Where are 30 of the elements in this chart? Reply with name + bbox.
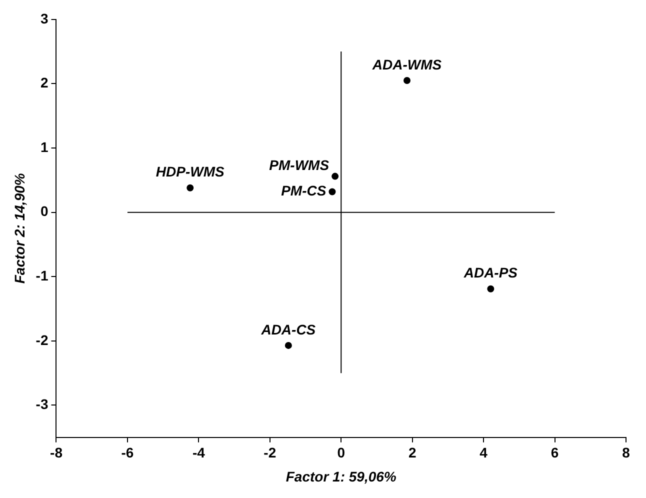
y-tick-label: 3 (40, 10, 48, 26)
annotation: PM-WMS (269, 157, 330, 174)
point (328, 188, 336, 196)
annotation: ADA-PS (462, 264, 518, 281)
x-tick-label: -6 (121, 444, 134, 461)
annotation: PM-CS (281, 182, 327, 199)
x-axis-title: Factor 1: 59,06% (286, 468, 397, 484)
x-tick-label: 8 (622, 444, 630, 461)
point (487, 285, 494, 292)
x-tick-label: -4 (192, 444, 206, 461)
x-tick-label: 4 (480, 444, 488, 461)
point (332, 172, 339, 180)
y-tick-label: 2 (40, 74, 48, 91)
x-tick-label: 6 (550, 444, 559, 461)
y-tick-label: -1 (36, 267, 48, 284)
y-tick-label: -3 (36, 396, 48, 412)
x-tick-label: 0 (337, 444, 346, 461)
point (404, 76, 410, 84)
x-tick-label: -2 (264, 444, 276, 461)
point (186, 184, 194, 192)
y-axis-title: Factor 2: 14,90% (11, 172, 28, 284)
x-tick-label: 2 (408, 444, 416, 461)
y-tick-label: 0 (40, 203, 48, 220)
y-tick-label: 1 (40, 138, 48, 155)
annotation: ADA-WMS (371, 56, 442, 72)
x-tick-label: -8 (50, 444, 63, 461)
point (284, 342, 292, 349)
annotation: ADA-CS (260, 321, 316, 338)
annotation: HDP-WMS (156, 164, 226, 180)
y-tick-label: -2 (36, 332, 48, 348)
